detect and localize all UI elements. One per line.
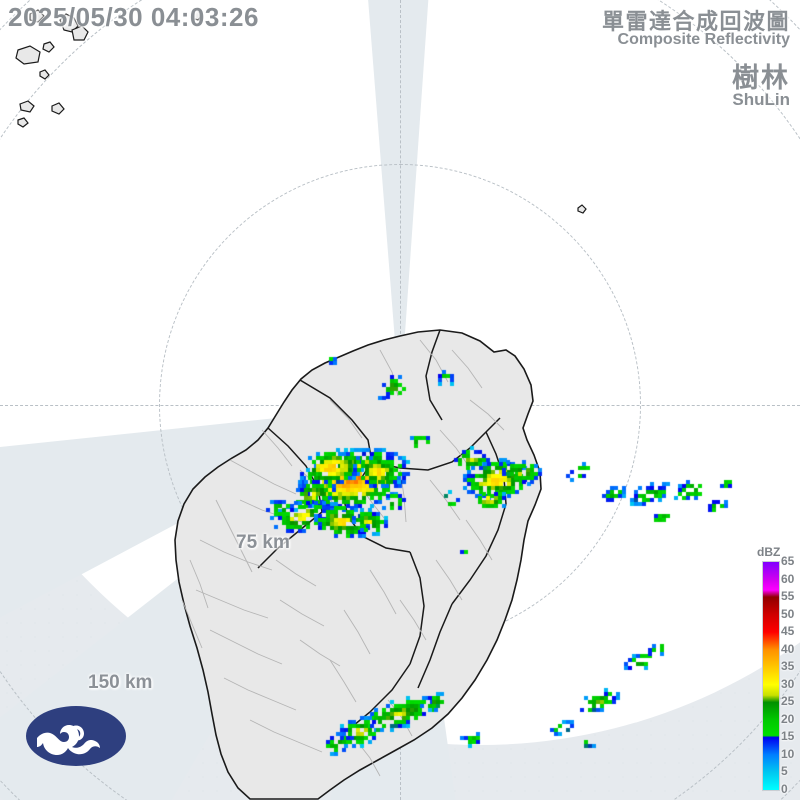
- colorbar-tick-0: 0: [781, 782, 788, 796]
- colorbar-tick-25: 25: [781, 694, 795, 709]
- product-title-cn: 單雷達合成回波圖: [601, 9, 790, 34]
- cwa-logo: [25, 705, 127, 767]
- colorbar-tick-35: 35: [781, 659, 795, 674]
- colorbar-gradient: [762, 561, 780, 791]
- timestamp-label: 2025/05/30 04:03:26: [8, 2, 259, 32]
- colorbar-tick-65: 65: [781, 554, 795, 568]
- colorbar-tick-20: 20: [781, 711, 795, 726]
- colorbar-tick-15: 15: [781, 729, 795, 744]
- range-ring-label-75km: 75 km: [236, 532, 290, 553]
- colorbar-unit-label: dBZ: [757, 545, 781, 559]
- product-title-en: Composite Reflectivity: [617, 31, 790, 48]
- colorbar-tick-30: 30: [781, 676, 795, 691]
- colorbar-tick-10: 10: [781, 746, 795, 761]
- dbz-colorbar: dBZ 65 60 55 50 45 40 35 30 25 20 15 10 5 0: [755, 545, 800, 796]
- colorbar-tick-45: 45: [781, 624, 795, 639]
- colorbar-tick-55: 55: [781, 589, 795, 604]
- colorbar-tick-40: 40: [781, 641, 795, 656]
- logo-wave-mark: [37, 725, 100, 755]
- station-name-en: ShuLin: [732, 90, 790, 109]
- logo-swirl-mark: [71, 725, 84, 741]
- colorbar-tick-5: 5: [781, 764, 788, 779]
- colorbar-tick-60: 60: [781, 571, 795, 586]
- colorbar-tick-50: 50: [781, 606, 795, 621]
- range-ring-label-150km: 150 km: [88, 672, 153, 693]
- station-name-cn: 樹林: [732, 63, 790, 93]
